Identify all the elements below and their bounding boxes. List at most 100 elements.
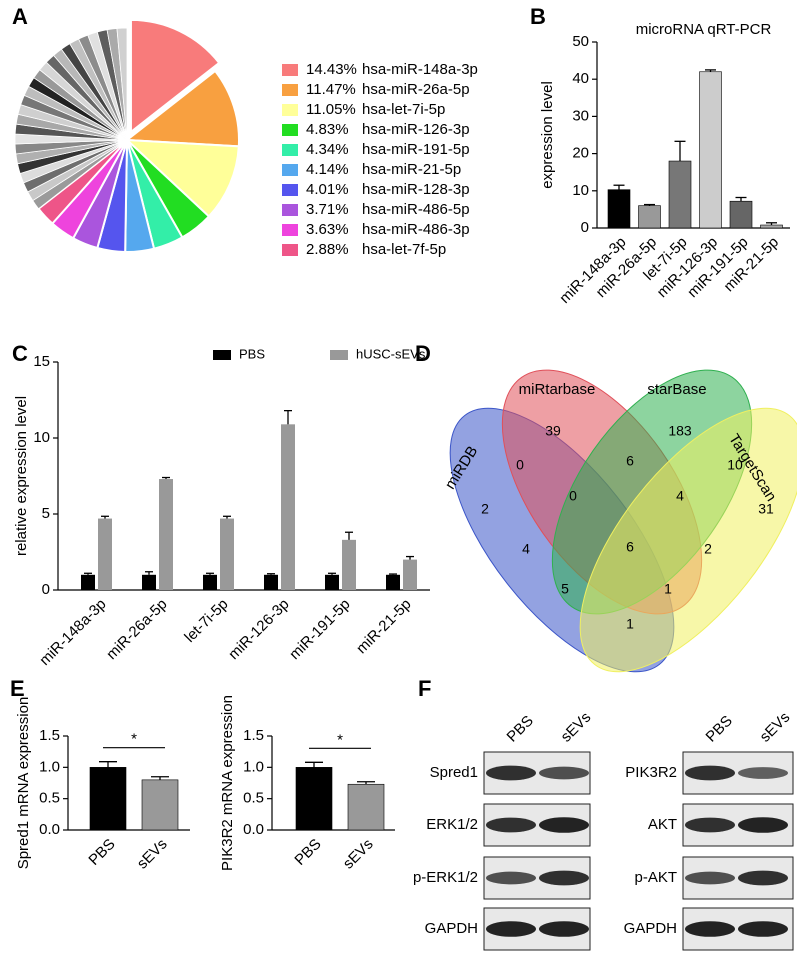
- panel-letter: D: [415, 341, 431, 366]
- legend-swatch: [282, 64, 298, 76]
- blot-band: [539, 921, 589, 937]
- legend-swatch: [282, 124, 298, 136]
- venn-count: 4: [522, 541, 530, 557]
- error-bar: [305, 761, 323, 768]
- y-tick-label: 30: [572, 107, 589, 124]
- venn-count: 2: [481, 501, 489, 517]
- legend-value: 11.05%: [306, 101, 356, 118]
- venn-count: 10: [727, 457, 743, 473]
- error-bar: [613, 184, 625, 190]
- error-bar: [345, 531, 353, 540]
- y-tick-label: 1.5: [243, 727, 264, 744]
- error-bar: [101, 515, 109, 519]
- legend-label: hsa-miR-21-5p: [362, 161, 461, 178]
- pie-slice: [124, 138, 240, 218]
- legend-value: 11.47%: [306, 81, 356, 98]
- error-bar: [705, 69, 716, 72]
- x-tick-label: miR-191-5p: [286, 596, 353, 663]
- error-bar: [99, 761, 117, 768]
- legend-swatch: [282, 104, 298, 116]
- lane-label: sEVs: [757, 709, 794, 746]
- blot-row-label: p-ERK1/2: [413, 869, 478, 886]
- x-tick-label: PBS: [291, 836, 324, 869]
- legend-swatch: [282, 144, 298, 156]
- y-tick-label: 0.5: [39, 790, 60, 807]
- venn-count: 1: [626, 616, 634, 632]
- y-axis-label: expression level: [539, 81, 556, 189]
- x-tick-label: miR-26a-5p: [103, 596, 170, 663]
- blot-band: [539, 870, 589, 886]
- bar: [342, 539, 356, 590]
- bar: [760, 224, 783, 229]
- legend-swatch: [282, 244, 298, 256]
- x-tick-label: miR-148a-3p: [36, 596, 109, 669]
- blot-band: [685, 921, 735, 937]
- venn-count: 0: [516, 457, 524, 473]
- bar: [295, 767, 333, 831]
- bar: [220, 518, 234, 590]
- legend-value: 4.01%: [306, 181, 349, 198]
- blot-row-label: p-AKT: [634, 869, 677, 886]
- bar: [386, 574, 400, 590]
- y-tick-label: 1.5: [39, 727, 60, 744]
- y-tick-label: 40: [572, 70, 589, 87]
- blot-band: [685, 817, 735, 833]
- blot-band: [738, 870, 788, 886]
- y-tick-label: 0.0: [39, 821, 60, 838]
- legend-label: hsa-miR-128-3p: [362, 181, 470, 198]
- chart-title: microRNA qRT-PCR: [636, 21, 772, 38]
- pie-slice: [124, 69, 240, 148]
- legend-label: hsa-miR-486-3p: [362, 221, 470, 238]
- error-bar: [162, 476, 170, 480]
- venn-count: 6: [626, 453, 634, 469]
- significance-label: *: [131, 731, 137, 748]
- blot-band: [685, 871, 735, 885]
- pie-slice: [116, 27, 128, 141]
- y-tick-label: 5: [42, 505, 50, 522]
- legend-value: 4.14%: [306, 161, 349, 178]
- legend-value: 4.34%: [306, 141, 349, 158]
- legend-label: hsa-miR-126-3p: [362, 121, 470, 138]
- bar: [668, 160, 692, 229]
- venn-set-label: starBase: [647, 381, 706, 398]
- legend-label: hsa-miR-26a-5p: [362, 81, 470, 98]
- blot-band: [539, 817, 589, 833]
- venn-count: 6: [626, 539, 634, 555]
- legend-swatch: [330, 350, 348, 360]
- lane-label: PBS: [703, 712, 736, 745]
- venn-count: 5: [561, 581, 569, 597]
- blot-row-label: Spred1: [430, 764, 478, 781]
- blot-band: [685, 765, 735, 781]
- error-bar: [766, 222, 777, 226]
- legend-value: 14.43%: [306, 61, 357, 78]
- error-bar: [406, 555, 414, 560]
- x-tick-label: sEVs: [134, 836, 171, 873]
- blot-band: [738, 767, 788, 779]
- error-bar: [357, 781, 375, 785]
- error-bar: [206, 572, 214, 575]
- legend-value: 3.71%: [306, 201, 349, 218]
- venn-count: 2: [704, 541, 712, 557]
- legend-value: 4.83%: [306, 121, 349, 138]
- blot-band: [486, 921, 536, 937]
- legend-swatch: [213, 350, 231, 360]
- blot-band: [539, 766, 589, 780]
- legend-swatch: [282, 204, 298, 216]
- bar: [98, 518, 112, 590]
- blot-row-label: GAPDH: [425, 920, 478, 937]
- lane-label: sEVs: [558, 709, 595, 746]
- y-tick-label: 1.0: [39, 758, 60, 775]
- error-bar: [267, 573, 275, 575]
- bar: [347, 783, 385, 831]
- blot-row-label: PIK3R2: [625, 764, 677, 781]
- error-bar: [674, 140, 686, 162]
- panel-letter: B: [530, 4, 546, 29]
- significance-label: *: [337, 731, 343, 748]
- error-bar: [84, 572, 92, 575]
- y-axis-label: PIK3R2 mRNA expression: [219, 695, 236, 871]
- y-tick-label: 0: [42, 581, 50, 598]
- y-tick-label: 1.0: [243, 758, 264, 775]
- error-bar: [151, 776, 169, 780]
- y-tick-label: 0.5: [243, 790, 264, 807]
